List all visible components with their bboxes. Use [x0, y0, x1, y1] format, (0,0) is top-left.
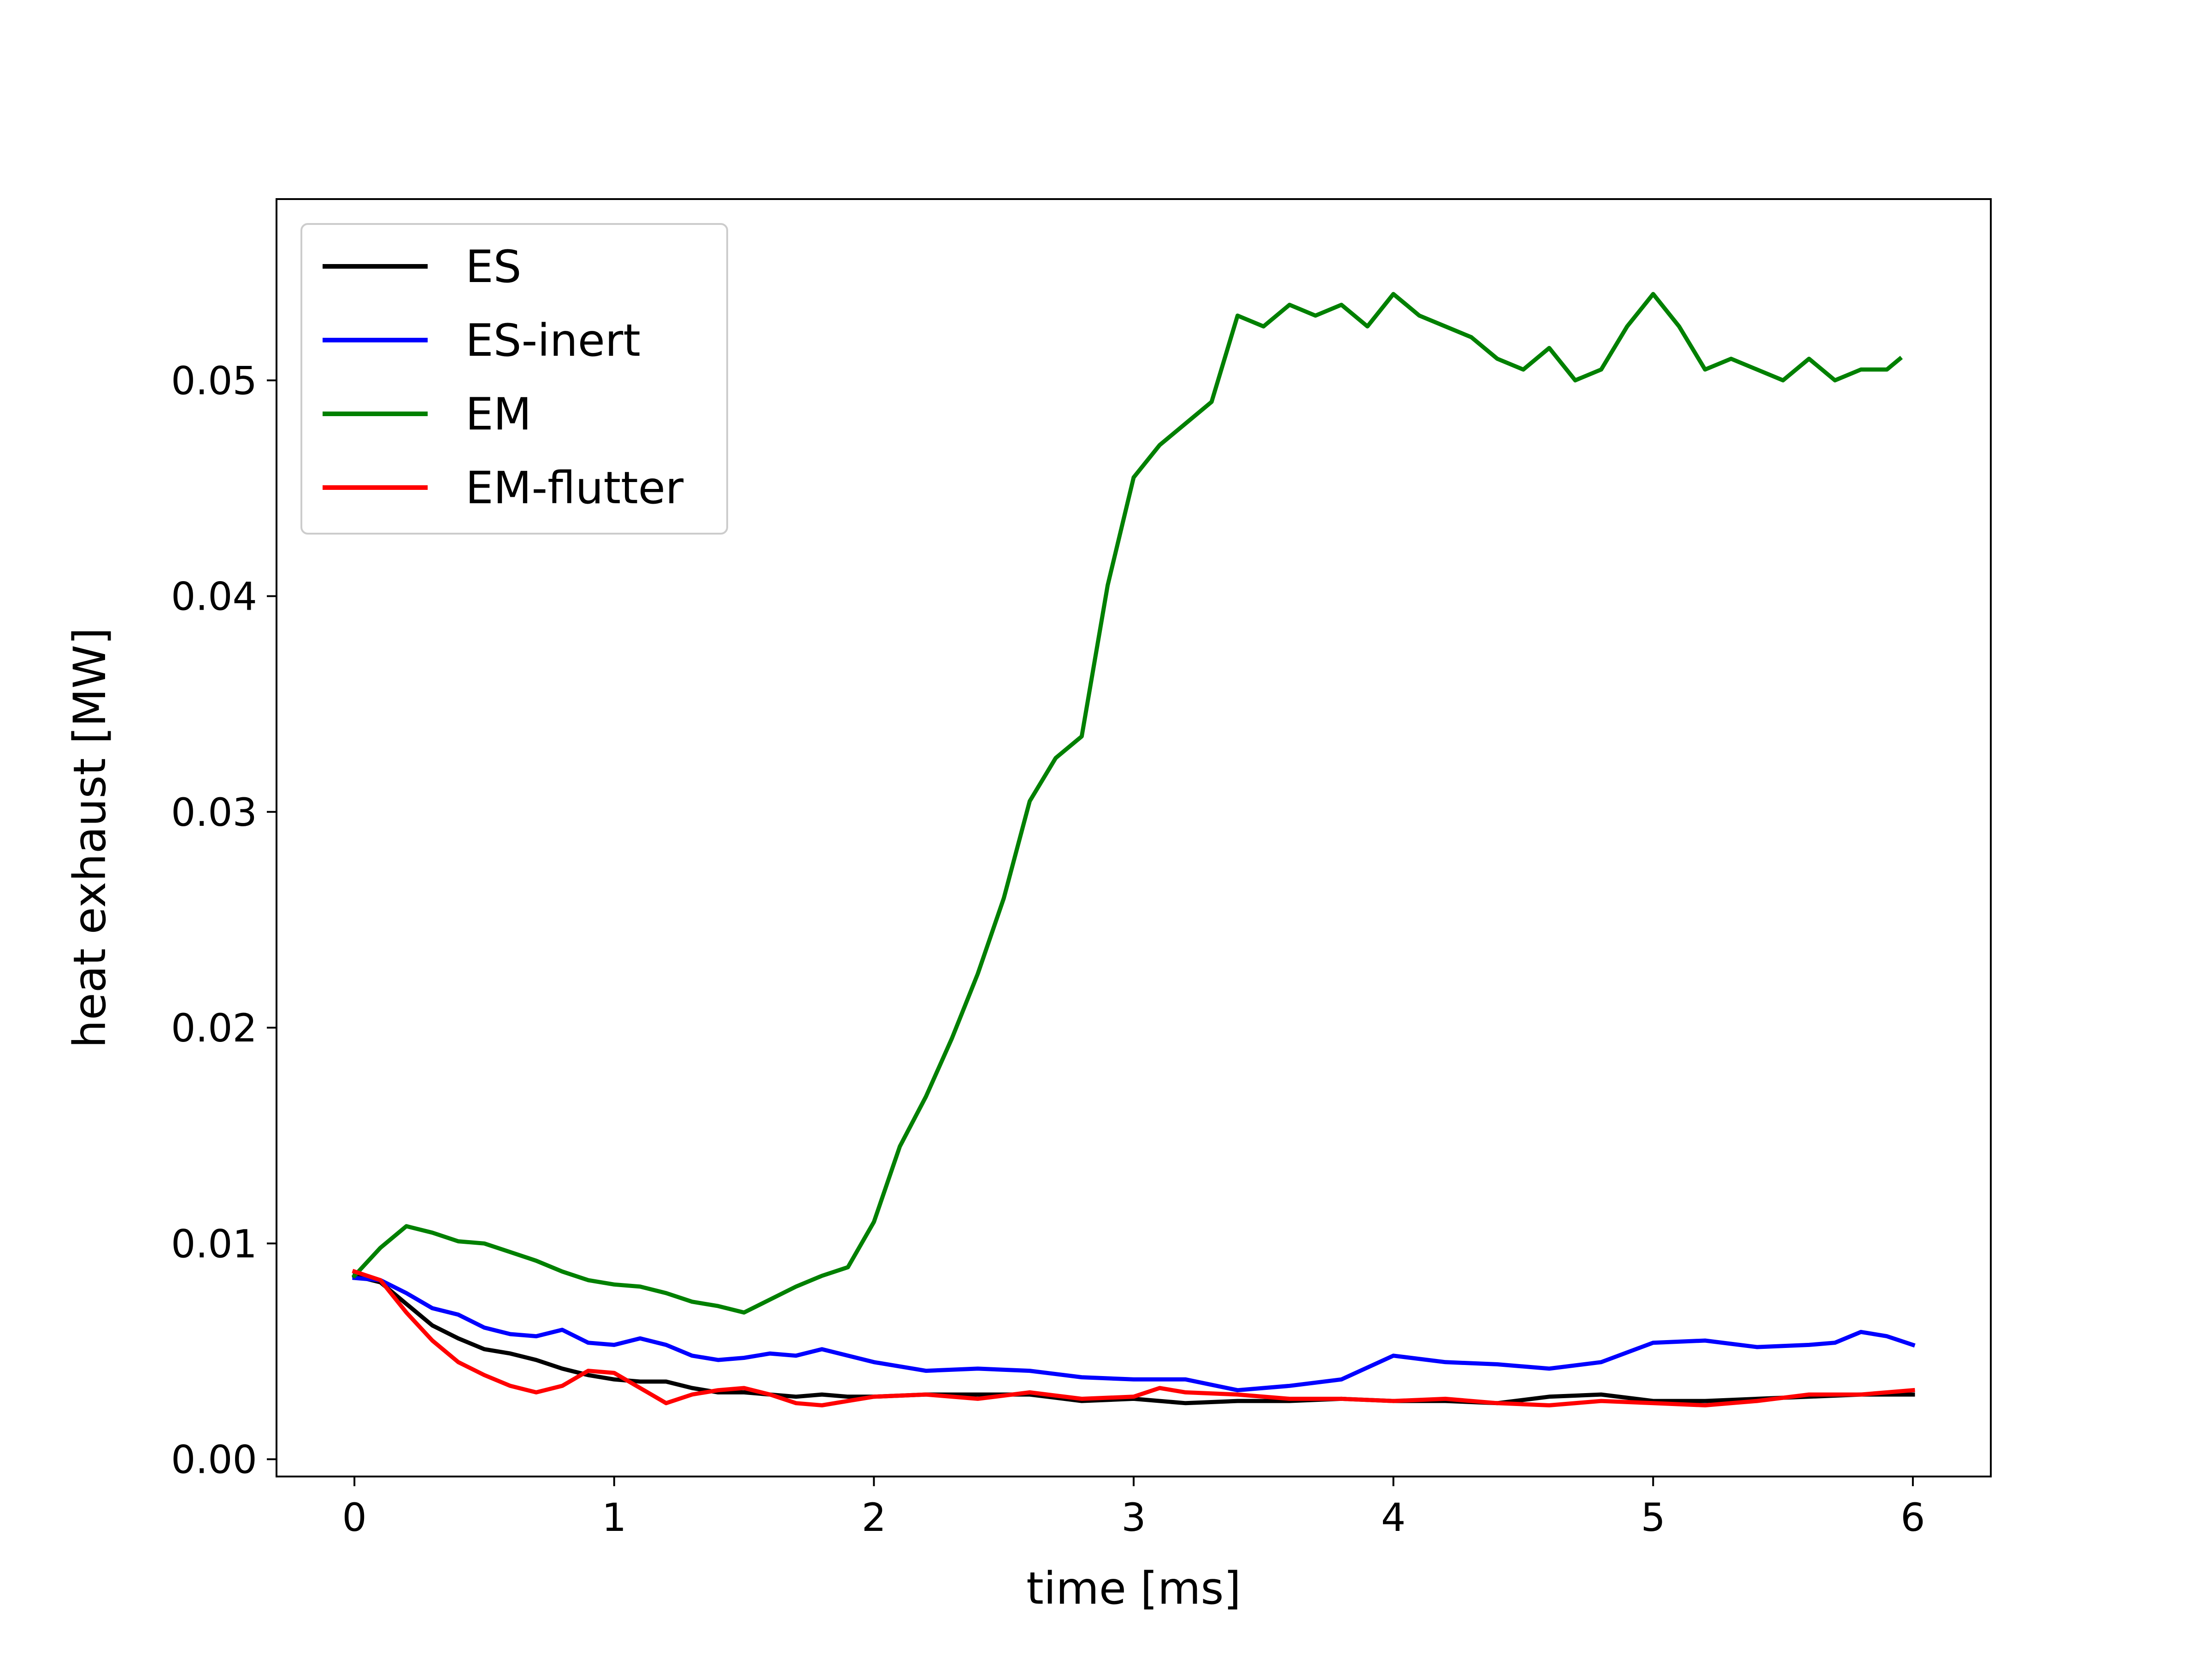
y-tick-label: 0.00 — [171, 1437, 257, 1483]
y-tick-label: 0.03 — [171, 790, 257, 835]
series-layer — [351, 292, 1916, 1407]
legend-items: ES ES-inert EM EM-flutter — [323, 241, 684, 514]
series-line-em-flutter — [352, 1269, 1915, 1407]
x-tick-label: 4 — [1381, 1495, 1406, 1540]
x-tick-label: 6 — [1900, 1495, 1925, 1540]
legend-label: EM — [465, 388, 531, 440]
legend-label: ES — [465, 241, 522, 293]
series-line-es-inert — [352, 1276, 1916, 1393]
legend-box — [300, 223, 728, 535]
legend: ES ES-inert EM EM-flutter — [300, 223, 728, 535]
y-tick-label: 0.04 — [171, 574, 257, 619]
x-tick-label: 2 — [862, 1495, 886, 1540]
x-tick-label: 1 — [602, 1495, 626, 1540]
y-tick-label: 0.05 — [171, 358, 257, 403]
legend-label: ES-inert — [465, 315, 641, 366]
x-tick-label: 3 — [1121, 1495, 1146, 1540]
series-line-em — [351, 292, 1903, 1315]
x-axis: 0 1 2 3 4 5 6 — [342, 1477, 1925, 1540]
y-tick-label: 0.01 — [171, 1221, 257, 1266]
x-axis-label: time [ms] — [1026, 1563, 1241, 1614]
y-axis: 0.00 0.01 0.02 0.03 0.04 0.05 — [171, 358, 276, 1483]
legend-label: EM-flutter — [465, 462, 684, 514]
y-axis-label: heat exhaust [MW] — [64, 628, 116, 1048]
x-tick-label: 5 — [1641, 1495, 1665, 1540]
y-tick-label: 0.02 — [171, 1006, 257, 1051]
x-tick-label: 0 — [342, 1495, 366, 1540]
